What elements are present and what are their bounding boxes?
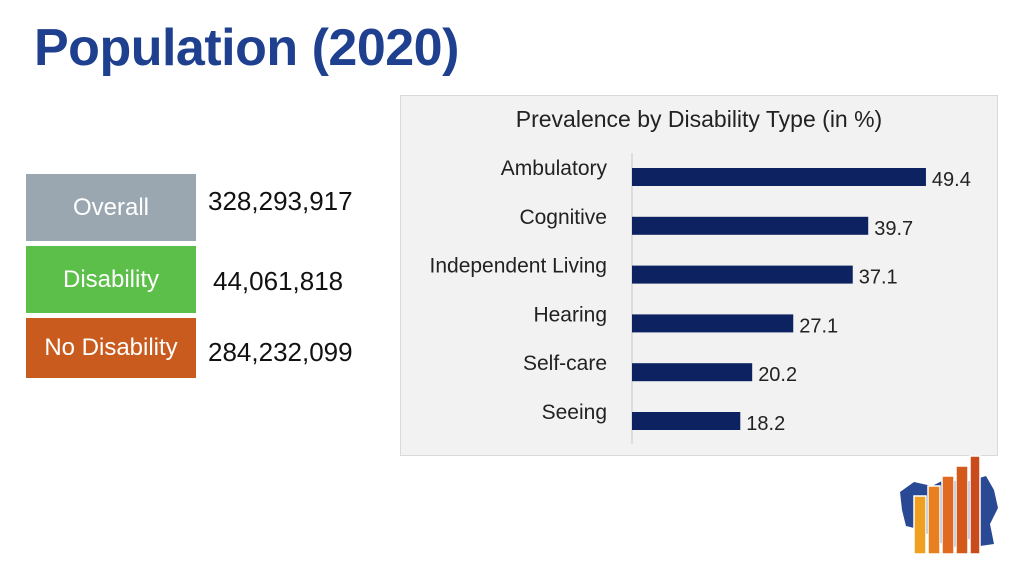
stat-value-overall: 328,293,917 <box>208 186 353 216</box>
bar <box>632 168 926 186</box>
bar <box>632 314 794 333</box>
stat-label-no-disability: No Disability <box>26 318 196 378</box>
chart-title: Prevalence by Disability Type (in %) <box>515 106 883 132</box>
bar-chart-us-map-icon <box>900 455 998 555</box>
category-label: Hearing <box>533 303 607 326</box>
bar <box>632 265 853 284</box>
category-label: Seeing <box>542 401 607 424</box>
category-label: Cognitive <box>519 206 607 229</box>
stat-value-no-disability: 284,232,099 <box>208 337 353 367</box>
data-label: 49.4 <box>932 169 971 191</box>
category-label: Ambulatory <box>501 157 608 180</box>
stat-value-disability: 44,061,818 <box>213 266 344 296</box>
bar <box>632 412 741 430</box>
data-label: 18.2 <box>746 413 785 435</box>
bar <box>632 363 753 382</box>
data-label: 37.1 <box>859 267 898 289</box>
page-title: Population (2020) <box>34 19 459 77</box>
logo-bar-5 <box>969 455 981 555</box>
data-label: 27.1 <box>799 315 838 337</box>
category-label: Self-care <box>523 352 607 375</box>
logo-bar-2 <box>927 485 941 555</box>
bar-chart: Ambulatory 49.4 Cognitive 39.7 Independent L… <box>430 153 971 444</box>
chart-panel: Prevalence by Disability Type (in %) Amb… <box>400 95 998 456</box>
data-label: 39.7 <box>874 218 913 240</box>
stat-label-overall: Overall <box>26 174 196 241</box>
category-label: Independent Living <box>430 255 608 278</box>
logo-bar-4 <box>955 465 969 555</box>
bar <box>632 216 869 235</box>
logo-bar-3 <box>941 475 955 555</box>
stat-label-disability: Disability <box>26 246 196 313</box>
data-label: 20.2 <box>758 364 797 386</box>
logo-bar-1 <box>913 495 927 555</box>
